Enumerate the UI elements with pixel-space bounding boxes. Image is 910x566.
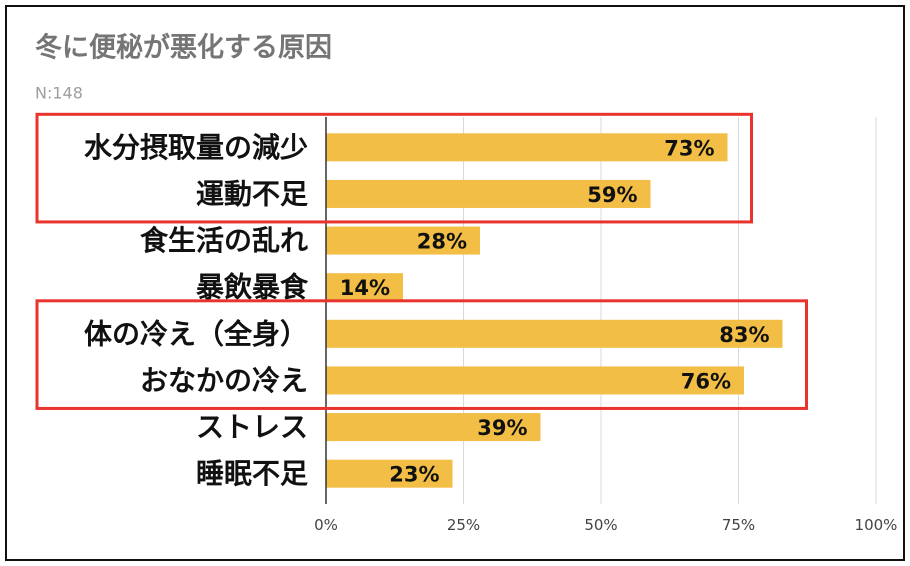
highlight-boxes	[35, 112, 808, 410]
bar	[326, 179, 651, 208]
category-label: ストレス	[196, 411, 308, 444]
value-label: 59%	[587, 183, 637, 207]
value-label: 14%	[340, 276, 390, 300]
labels: 0% 25% 50% 75% 100% 水分摂取量の減少 73% 運動不足 59% 食生活の乱れ 2…	[84, 131, 897, 534]
value-label: 39%	[477, 416, 527, 440]
highlight-box	[35, 299, 808, 410]
chart-subtitle: N:148	[35, 84, 83, 103]
bar	[326, 133, 728, 162]
bar	[326, 226, 480, 255]
value-label: 76%	[681, 369, 731, 393]
category-label: おなかの冷え	[140, 364, 308, 397]
bar	[326, 413, 541, 442]
category-label: 暴飲暴食	[196, 271, 309, 304]
value-label: 28%	[417, 230, 467, 254]
category-label: 水分摂取量の減少	[84, 131, 308, 164]
bar	[326, 459, 453, 488]
bar	[326, 273, 403, 302]
category-label: 体の冷え（全身）	[84, 317, 308, 350]
bar	[326, 319, 783, 348]
category-label: 睡眠不足	[196, 457, 308, 490]
chart-frame	[5, 5, 905, 561]
x-tick-label: 75%	[722, 516, 755, 534]
highlight-box	[35, 112, 753, 224]
category-label: 運動不足	[196, 177, 308, 210]
category-label: 食生活の乱れ	[140, 224, 308, 257]
value-label: 23%	[389, 463, 439, 487]
bar	[326, 366, 744, 395]
x-tick-label: 25%	[447, 516, 480, 534]
chart-title: 冬に便秘が悪化する原因	[35, 32, 332, 64]
x-tick-label: 100%	[855, 516, 898, 534]
value-label: 73%	[664, 136, 714, 160]
bars	[326, 133, 783, 488]
x-tick-label: 0%	[314, 516, 338, 534]
value-label: 83%	[719, 323, 769, 347]
x-tick-label: 50%	[584, 516, 617, 534]
